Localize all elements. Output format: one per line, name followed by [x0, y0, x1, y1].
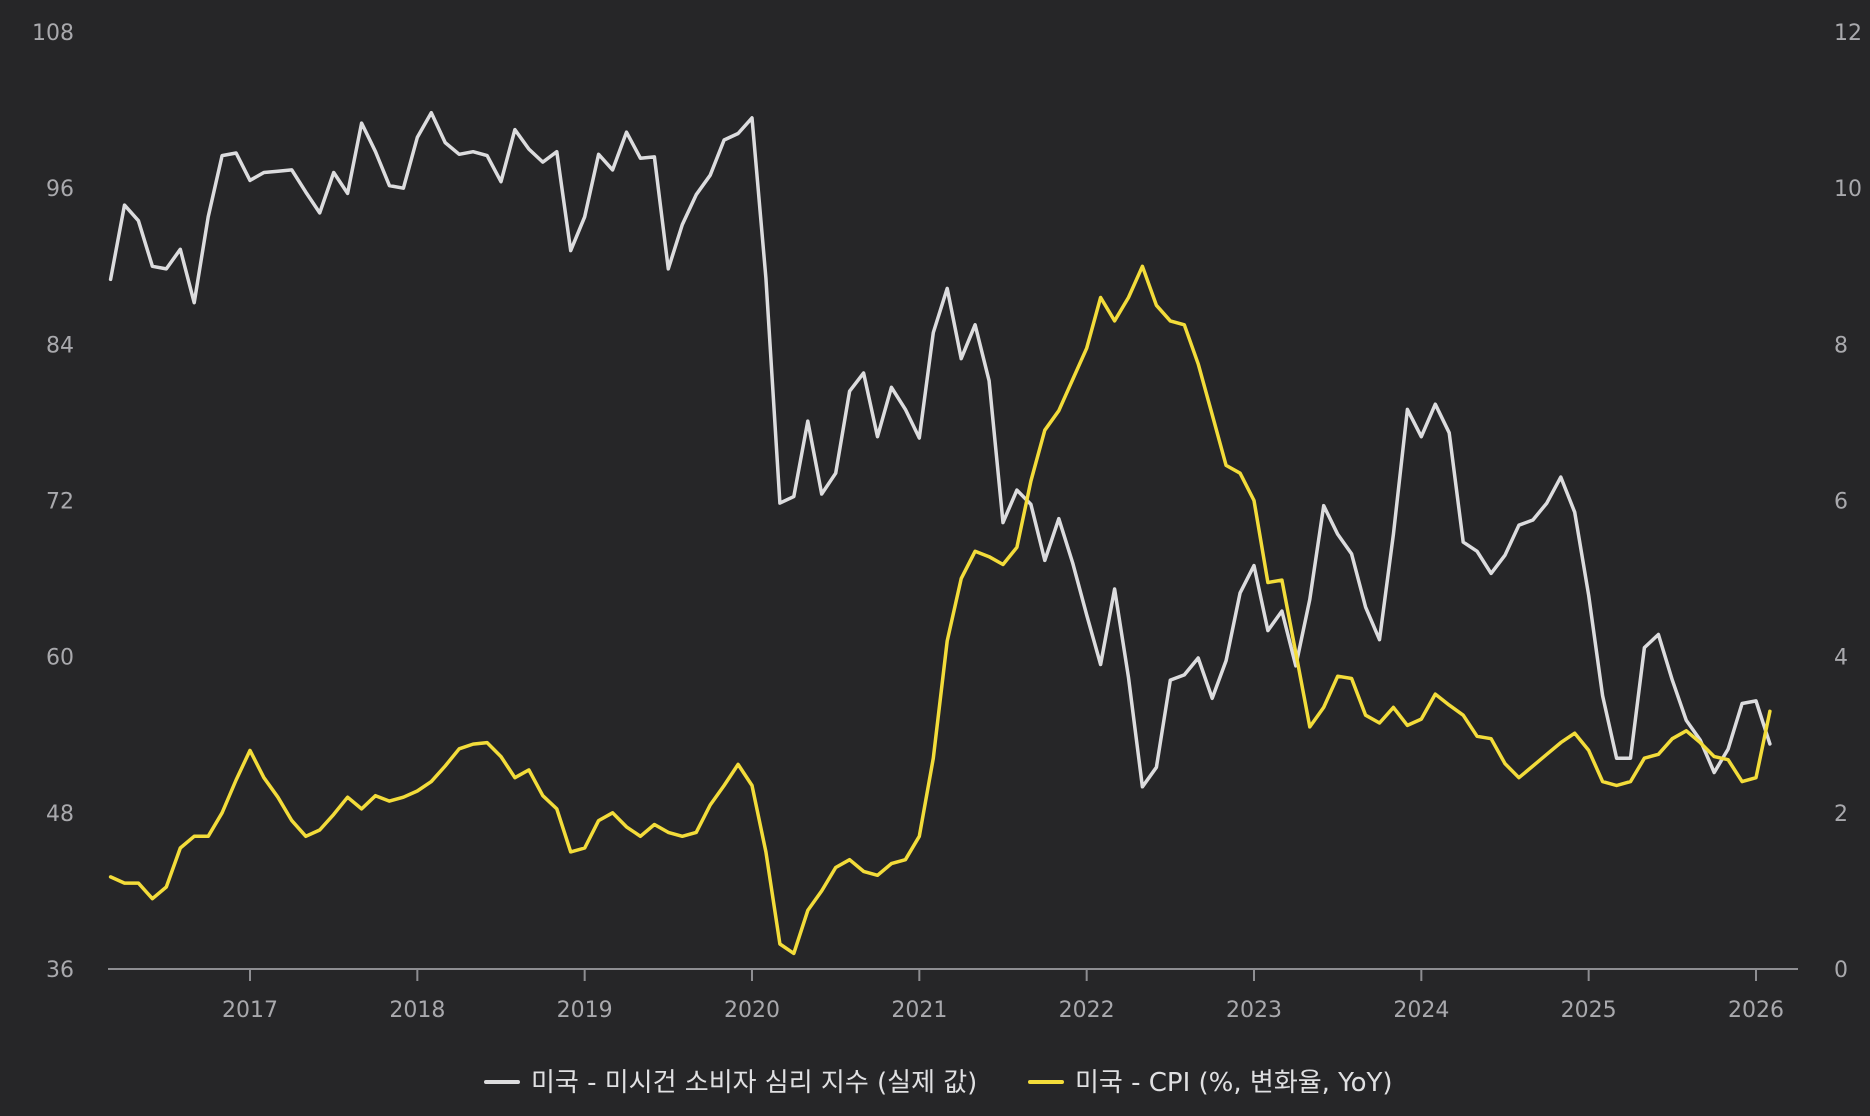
right-tick-label: 6: [1834, 490, 1848, 515]
x-tick-label: 2017: [222, 998, 278, 1023]
x-tick-label: 2019: [557, 998, 613, 1023]
sentiment-series-line: [108, 110, 1772, 789]
legend-label-cpi: 미국 - CPI (%, 변화율, YoY): [1075, 1068, 1393, 1098]
right-tick-label: 2: [1834, 802, 1848, 827]
left-tick-label: 48: [46, 802, 74, 827]
cpi-series-line: [108, 264, 1772, 956]
left-tick-label: 72: [46, 490, 74, 515]
x-tick-label: 2026: [1728, 998, 1784, 1023]
x-tick-label: 2023: [1226, 998, 1282, 1023]
right-tick-label: 8: [1834, 333, 1848, 358]
right-tick-label: 4: [1834, 646, 1848, 671]
x-tick-label: 2018: [389, 998, 445, 1023]
x-tick-label: 2024: [1393, 998, 1449, 1023]
left-tick-label: 108: [32, 21, 74, 46]
legend: 미국 - 미시건 소비자 심리 지수 (실제 값) 미국 - CPI (%, 변…: [484, 1068, 1393, 1098]
legend-label-sentiment: 미국 - 미시건 소비자 심리 지수 (실제 값): [531, 1068, 977, 1098]
legend-item-sentiment[interactable]: 미국 - 미시건 소비자 심리 지수 (실제 값): [484, 1068, 977, 1098]
right-tick-label: 0: [1834, 958, 1848, 983]
x-tick-label: 2020: [724, 998, 780, 1023]
x-tick-label: 2021: [891, 998, 947, 1023]
right-axis-ticks: 12 10 8 6 4 2 0: [1834, 21, 1862, 983]
left-tick-label: 36: [46, 958, 74, 983]
right-tick-label: 12: [1834, 21, 1862, 46]
x-tick-label: 2025: [1561, 998, 1617, 1023]
x-axis-ticks: 2017 2018 2019 2020 2021 2022 2023 2024 2025 2026: [222, 969, 1784, 1023]
left-axis-ticks: 108 96 84 72 60 48 36: [32, 21, 74, 983]
right-tick-label: 10: [1834, 177, 1862, 202]
left-tick-label: 96: [46, 177, 74, 202]
left-tick-label: 84: [46, 333, 74, 358]
series-lines: [108, 110, 1772, 956]
left-tick-label: 60: [46, 646, 74, 671]
x-tick-label: 2022: [1059, 998, 1115, 1023]
legend-item-cpi[interactable]: 미국 - CPI (%, 변화율, YoY): [1028, 1068, 1393, 1098]
